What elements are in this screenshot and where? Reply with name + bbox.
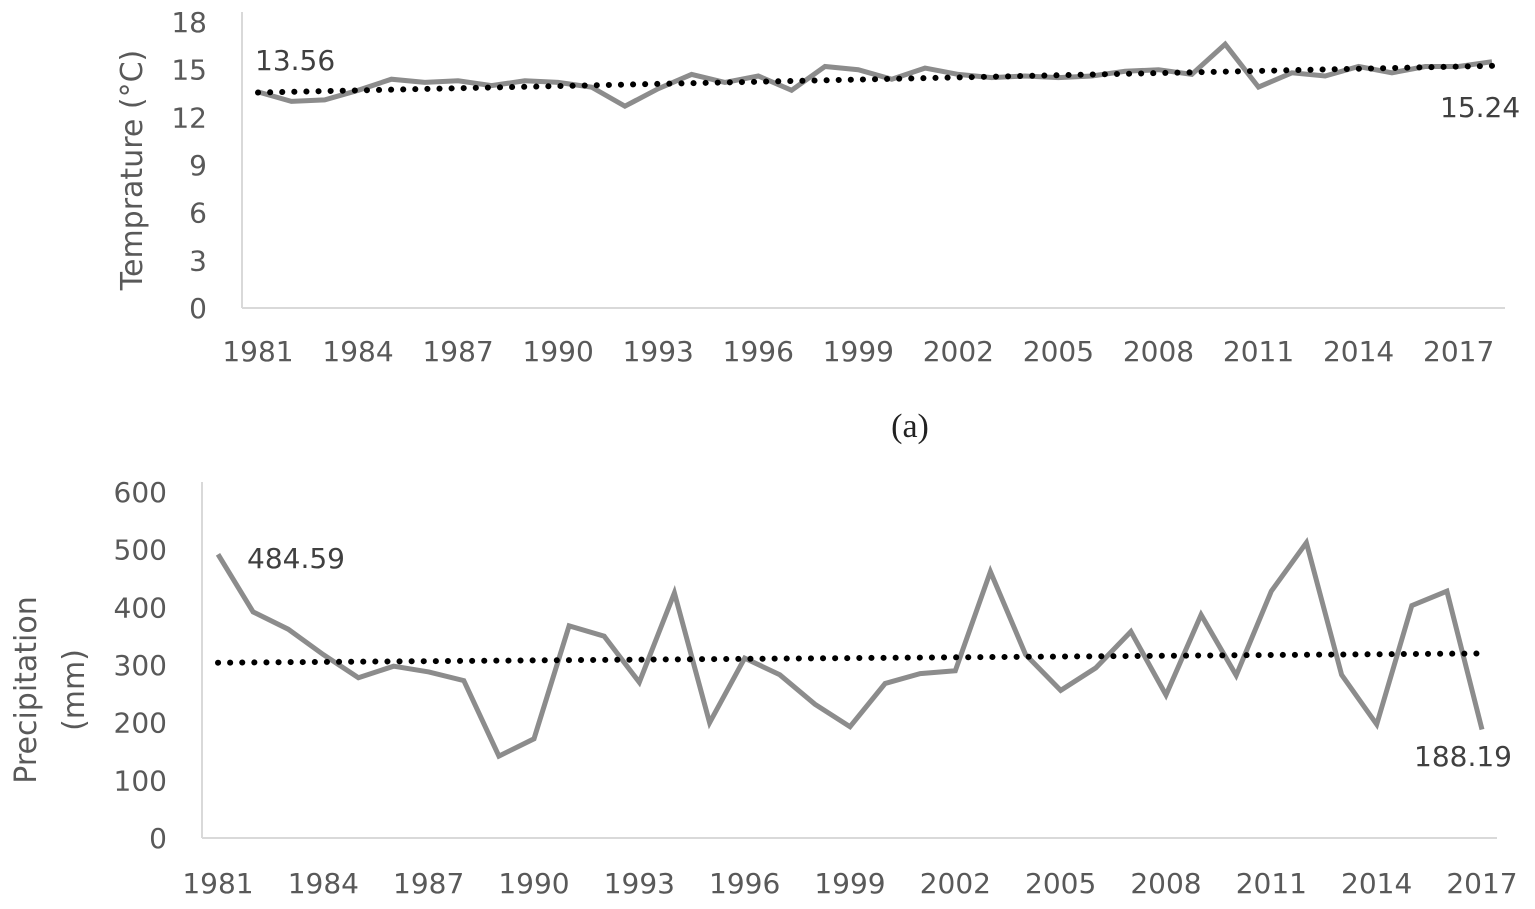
x-tick-label: 1987 [422, 335, 493, 368]
y-tick-label: 0 [189, 292, 207, 325]
x-tick-label: 2005 [1025, 867, 1096, 900]
chart-precipitation: 0 100 200 300 400 500 600 1981 1984 1987 1990 1993… [9, 476, 1518, 900]
y-tick-label: 600 [114, 476, 167, 509]
y-tick-label: 0 [149, 822, 167, 855]
y-tick-label: 500 [114, 534, 167, 567]
y-tick-label: 3 [189, 244, 207, 277]
x-tick-label: 2011 [1236, 867, 1307, 900]
y-tick-label: 12 [171, 101, 207, 134]
y-tick-label: 400 [114, 591, 167, 624]
y-tick-label: 200 [114, 707, 167, 740]
temperature-trend-line [255, 62, 1495, 96]
precipitation-trend-line [215, 650, 1485, 666]
x-tick-label: 2002 [923, 335, 994, 368]
y-tick-label: 300 [114, 649, 167, 682]
y-tick-label: 9 [189, 149, 207, 182]
x-tick-label: 2008 [1130, 867, 1201, 900]
x-tick-label: 2005 [1023, 335, 1094, 368]
x-tick-label: 1981 [222, 335, 293, 368]
y-axis-label-line1: Precipitation [9, 596, 44, 784]
x-tick-labels: 1981 1984 1987 1990 1993 1996 1999 2002 2005 2008… [182, 867, 1517, 900]
y-tick-labels: 0 100 200 300 400 500 600 [114, 476, 167, 855]
x-tick-label: 1981 [182, 867, 253, 900]
x-tick-label: 1996 [709, 867, 780, 900]
y-tick-label: 15 [171, 54, 207, 87]
y-tick-label: 100 [114, 764, 167, 797]
data-label-end: 188.19 [1414, 740, 1512, 773]
x-tick-label: 1993 [604, 867, 675, 900]
x-tick-label: 1999 [823, 335, 894, 368]
x-tick-label: 1999 [814, 867, 885, 900]
precipitation-series-line [215, 536, 1485, 760]
data-label-end: 15.24 [1440, 91, 1520, 124]
x-tick-label: 2014 [1341, 867, 1412, 900]
y-tick-labels: 0 3 6 9 12 15 18 [171, 6, 207, 325]
x-tick-label: 2014 [1323, 335, 1394, 368]
x-tick-label: 2008 [1123, 335, 1194, 368]
x-tick-label: 1996 [723, 335, 794, 368]
x-tick-labels: 1981 1984 1987 1990 1993 1996 1999 2002 2005 2008… [222, 335, 1494, 368]
x-tick-label: 1990 [498, 867, 569, 900]
y-tick-label: 6 [189, 197, 207, 230]
data-label-start: 484.59 [247, 542, 345, 575]
x-tick-label: 1984 [288, 867, 359, 900]
x-tick-label: 2002 [920, 867, 991, 900]
x-tick-label: 2017 [1423, 335, 1494, 368]
x-tick-label: 1990 [523, 335, 594, 368]
x-tick-label: 1993 [623, 335, 694, 368]
x-tick-label: 2011 [1223, 335, 1294, 368]
data-label-start: 13.56 [255, 44, 335, 77]
panel-label: (a) [891, 408, 929, 445]
y-tick-label: 18 [171, 6, 207, 39]
chart-temperature: 0 3 6 9 12 15 18 1981 1984 1987 1990 1993 1996 1999 2… [115, 6, 1520, 368]
y-axis-label: Temprature (°C) [115, 50, 150, 291]
y-axis-label-line2: (mm) [57, 649, 92, 731]
x-tick-label: 2017 [1446, 867, 1517, 900]
temperature-series-line [257, 40, 1493, 110]
x-tick-label: 1987 [393, 867, 464, 900]
x-tick-label: 1984 [322, 335, 393, 368]
